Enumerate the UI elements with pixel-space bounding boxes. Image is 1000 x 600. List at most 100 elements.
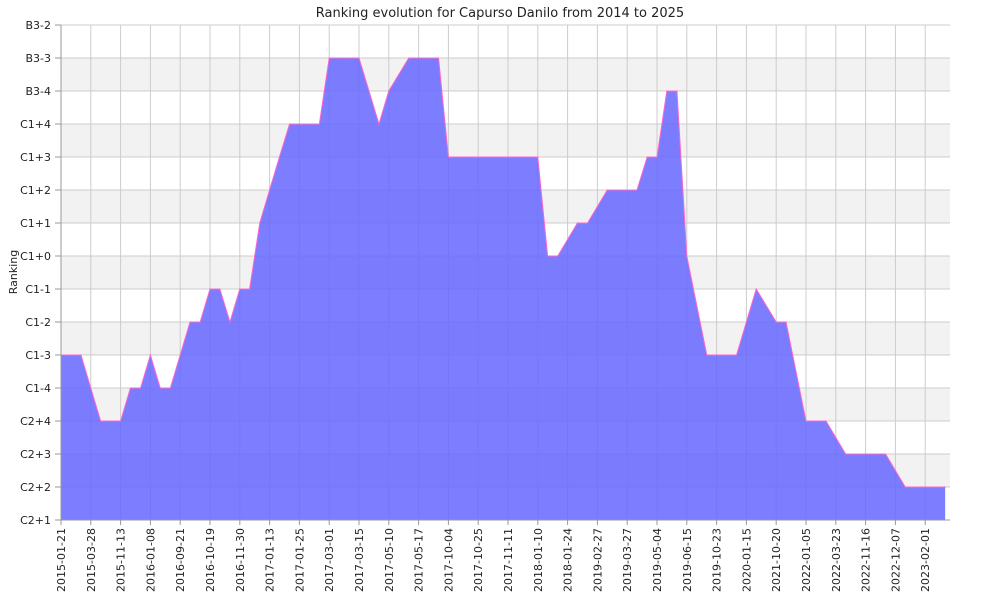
x-tick-label-2017-10-25: 2017-10-25 [472,528,485,592]
series-point-31 [477,156,479,158]
series-point-24 [378,123,380,125]
series-point-53 [845,453,847,455]
x-tick-label-2019-06-15: 2019-06-15 [681,528,694,592]
series-point-13 [229,321,231,323]
series-point-51 [805,420,807,422]
series-point-17 [278,156,281,158]
x-tick-label-2017-01-25: 2017-01-25 [293,528,306,592]
band-14 [61,25,950,58]
series-point-42 [666,90,668,92]
x-tick-label-2017-11-11: 2017-11-11 [502,528,515,592]
series-point-25 [388,90,390,92]
series-point-9 [189,321,191,323]
x-tick-label-2022-12-07: 2022-12-07 [889,528,902,592]
y-tick-label-C1-1: C1-1 [25,283,51,296]
series-point-3 [120,420,122,422]
x-tick-label-2015-11-13: 2015-11-13 [115,528,128,592]
series-point-40 [646,156,648,158]
series-point-54 [865,453,867,455]
y-tick-label-C2+4: C2+4 [20,415,51,428]
y-tick-label-C1-2: C1-2 [25,316,51,329]
series-point-33 [537,156,539,158]
series-point-21 [328,57,330,59]
series-point-11 [209,288,211,290]
y-tick-label-C1-4: C1-4 [25,382,51,395]
series-point-38 [606,189,608,191]
series-point-19 [298,123,300,125]
y-tick-label-C1+1: C1+1 [20,217,51,230]
series-point-43 [676,90,678,92]
x-tick-label-2016-10-19: 2016-10-19 [204,528,217,592]
band-12 [61,91,950,124]
x-tick-label-2019-03-27: 2019-03-27 [621,528,634,592]
y-tick-label-C1-3: C1-3 [25,349,51,362]
series-point-8 [169,387,171,389]
series-point-18 [288,123,291,125]
x-tick-label-2018-01-10: 2018-01-10 [532,528,545,592]
y-tick-label-B3-2: B3-2 [25,19,51,32]
series-point-28 [437,57,440,59]
series-point-47 [735,354,738,356]
x-tick-label-2023-02-01: 2023-02-01 [919,528,932,592]
x-tick-label-2019-05-04: 2019-05-04 [651,528,664,592]
y-tick-label-C2+3: C2+3 [20,448,51,461]
series-point-37 [586,222,589,224]
y-axis-label: Ranking [7,250,20,295]
x-tick-label-2017-03-15: 2017-03-15 [353,528,366,592]
x-tick-label-2017-05-10: 2017-05-10 [383,528,396,592]
series-point-29 [447,156,449,158]
series-point-49 [775,321,777,323]
series-point-32 [507,156,509,158]
series-point-14 [239,288,241,290]
series-point-45 [706,354,708,356]
x-tick-label-2015-01-21: 2015-01-21 [55,528,68,592]
y-tick-label-C1+0: C1+0 [20,250,51,263]
x-tick-label-2020-01-15: 2020-01-15 [740,528,753,592]
series-point-2 [100,420,102,422]
x-tick-label-2018-01-24: 2018-01-24 [562,528,575,592]
series-point-35 [557,255,559,257]
x-tick-label-2019-10-23: 2019-10-23 [711,528,724,592]
series-point-20 [318,123,320,125]
series-point-1 [80,354,82,356]
series-point-34 [547,255,549,257]
series-point-30 [457,156,459,158]
y-tick-label-C2+2: C2+2 [20,481,51,494]
series-point-58 [944,486,946,488]
series-point-10 [199,321,201,323]
x-tick-label-2022-01-05: 2022-01-05 [800,528,813,592]
series-point-27 [418,57,420,59]
x-tick-label-2015-03-28: 2015-03-28 [85,528,98,592]
x-tick-label-2016-09-21: 2016-09-21 [174,528,187,592]
x-tick-label-2017-10-04: 2017-10-04 [442,528,455,592]
band-13 [61,58,950,91]
y-tick-label-C2+1: C2+1 [20,514,51,527]
series-point-15 [249,288,251,290]
series-point-23 [358,57,360,59]
y-tick-label-B3-4: B3-4 [25,85,51,98]
series-point-12 [219,288,221,290]
x-tick-label-2016-01-08: 2016-01-08 [144,528,157,592]
series-point-26 [408,57,410,59]
series-point-57 [934,486,936,488]
axes [55,24,950,525]
x-tick-label-2017-01-13: 2017-01-13 [264,528,277,592]
series-point-4 [129,387,132,389]
x-tick-label-2017-03-01: 2017-03-01 [323,528,336,592]
y-tick-label-C1+2: C1+2 [20,184,51,197]
chart-title: Ranking evolution for Capurso Danilo fro… [316,6,684,21]
band-11 [61,124,950,157]
series-point-44 [686,255,688,257]
series-point-52 [825,420,827,422]
series-point-16 [259,222,261,224]
y-tick-label-C1+3: C1+3 [20,151,51,164]
series-point-39 [636,189,638,191]
series-point-6 [149,354,151,356]
y-tick-label-B3-3: B3-3 [25,52,51,65]
x-tick-label-2022-11-16: 2022-11-16 [860,528,873,592]
series-area-fill [61,58,946,520]
x-tick-labels: 2015-01-21 2015-03-28 2015-11-13 2016-01-08… [55,528,932,592]
series-point-36 [576,222,579,224]
series-point-22 [338,57,340,59]
